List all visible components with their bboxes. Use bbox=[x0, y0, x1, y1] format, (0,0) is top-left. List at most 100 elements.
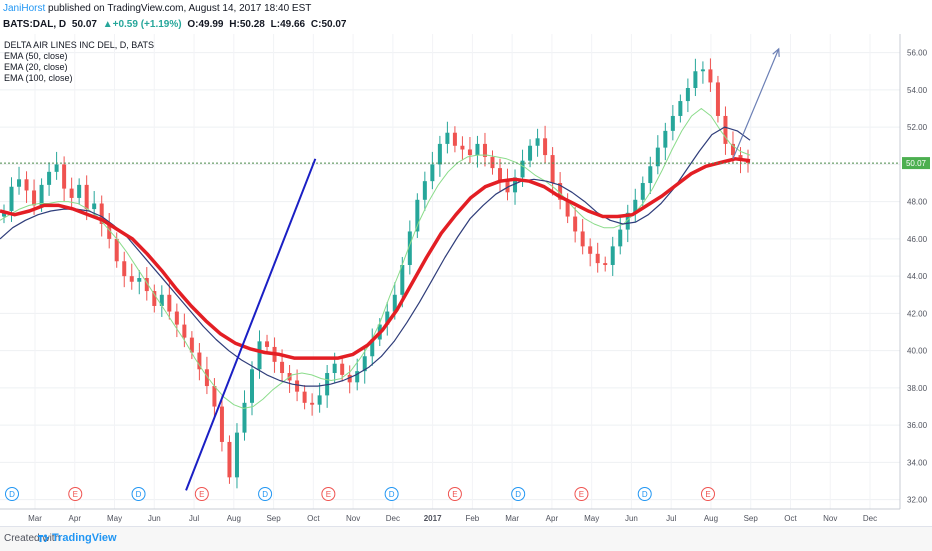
candle-body[interactable] bbox=[265, 341, 270, 347]
candle-body[interactable] bbox=[535, 138, 540, 146]
candle-body[interactable] bbox=[437, 143, 442, 165]
candle-body[interactable] bbox=[114, 238, 119, 262]
candle-body[interactable] bbox=[144, 278, 149, 292]
candle-body[interactable] bbox=[520, 160, 525, 178]
candle-body[interactable] bbox=[528, 145, 533, 161]
candle-body[interactable] bbox=[257, 341, 262, 370]
candle-body[interactable] bbox=[482, 143, 487, 157]
candle-body[interactable] bbox=[234, 432, 239, 478]
ema50-line[interactable] bbox=[0, 126, 751, 387]
price-chart[interactable]: 56.0054.0052.0050.0048.0046.0044.0042.00… bbox=[0, 34, 932, 526]
support-trendline[interactable] bbox=[185, 158, 317, 491]
candle-body[interactable] bbox=[69, 188, 74, 198]
candle-body[interactable] bbox=[400, 264, 405, 295]
candle-body[interactable] bbox=[122, 261, 127, 277]
event-marker[interactable] bbox=[637, 487, 652, 501]
candle-body[interactable] bbox=[84, 184, 89, 210]
candle-body[interactable] bbox=[362, 356, 367, 372]
author-link[interactable]: JaniHorst bbox=[3, 3, 46, 14]
candle-body[interactable] bbox=[618, 229, 623, 247]
candle-body[interactable] bbox=[610, 246, 615, 265]
candle-body[interactable] bbox=[655, 147, 660, 167]
candle-body[interactable] bbox=[498, 168, 502, 182]
tradingview-brand[interactable]: TradingView bbox=[52, 532, 117, 544]
candle-body[interactable] bbox=[129, 276, 134, 282]
candle-body[interactable] bbox=[9, 186, 14, 211]
candle-body[interactable] bbox=[219, 406, 224, 442]
candle-body[interactable] bbox=[227, 441, 232, 478]
candle-body[interactable] bbox=[588, 246, 593, 254]
candle-body[interactable] bbox=[603, 263, 608, 265]
candle-body[interactable] bbox=[385, 311, 390, 325]
event-marker[interactable] bbox=[321, 487, 336, 501]
candle-body[interactable] bbox=[467, 149, 472, 156]
candle-body[interactable] bbox=[445, 132, 450, 144]
candle-body[interactable] bbox=[407, 231, 412, 265]
legend-ema50[interactable]: EMA (50, close) bbox=[4, 51, 68, 61]
candle-body[interactable] bbox=[685, 88, 690, 102]
candle-body[interactable] bbox=[640, 183, 645, 200]
candle-body[interactable] bbox=[430, 164, 435, 182]
event-marker[interactable] bbox=[5, 487, 19, 501]
candle-body[interactable] bbox=[54, 164, 59, 172]
candle-body[interactable] bbox=[565, 199, 570, 217]
event-marker[interactable] bbox=[511, 487, 526, 501]
candle-body[interactable] bbox=[715, 82, 720, 116]
candle-body[interactable] bbox=[92, 203, 97, 210]
candle-body[interactable] bbox=[625, 212, 630, 230]
candle-body[interactable] bbox=[415, 199, 420, 232]
candle-body[interactable] bbox=[317, 395, 322, 405]
candle-body[interactable] bbox=[77, 184, 82, 198]
event-marker[interactable] bbox=[258, 487, 273, 501]
candle-body[interactable] bbox=[182, 324, 187, 338]
candle-body[interactable] bbox=[302, 391, 307, 403]
candle-body[interactable] bbox=[723, 115, 728, 144]
candle-body[interactable] bbox=[452, 132, 457, 146]
candle-body[interactable] bbox=[204, 369, 209, 387]
candle-body[interactable] bbox=[242, 402, 247, 433]
candle-body[interactable] bbox=[730, 143, 735, 156]
candle-body[interactable] bbox=[663, 130, 668, 148]
event-marker[interactable] bbox=[68, 487, 83, 501]
candle-body[interactable] bbox=[107, 224, 112, 239]
event-marker[interactable] bbox=[447, 487, 462, 501]
ema100-line[interactable] bbox=[0, 157, 751, 360]
event-marker[interactable] bbox=[574, 487, 589, 501]
candle-body[interactable] bbox=[392, 294, 397, 312]
candle-body[interactable] bbox=[24, 179, 29, 191]
candle-body[interactable] bbox=[295, 380, 300, 392]
candle-body[interactable] bbox=[693, 71, 698, 89]
event-marker[interactable] bbox=[701, 487, 715, 501]
candle-body[interactable] bbox=[310, 402, 315, 405]
candle-body[interactable] bbox=[47, 171, 52, 185]
candle-body[interactable] bbox=[189, 337, 194, 353]
candle-body[interactable] bbox=[39, 184, 44, 206]
event-marker[interactable] bbox=[131, 487, 146, 501]
candle-body[interactable] bbox=[573, 216, 578, 232]
candle-body[interactable] bbox=[159, 294, 164, 306]
candle-body[interactable] bbox=[32, 190, 37, 206]
candle-body[interactable] bbox=[460, 145, 465, 150]
candle-body[interactable] bbox=[17, 179, 22, 187]
event-marker[interactable] bbox=[194, 487, 209, 501]
candle-body[interactable] bbox=[648, 166, 653, 184]
candle-body[interactable] bbox=[99, 203, 104, 224]
projection-arrow[interactable] bbox=[732, 48, 780, 160]
candle-body[interactable] bbox=[332, 363, 337, 374]
event-marker[interactable] bbox=[384, 487, 399, 501]
ema20-line[interactable] bbox=[0, 108, 751, 409]
candle-body[interactable] bbox=[152, 291, 157, 306]
candle-body[interactable] bbox=[250, 369, 254, 403]
candle-body[interactable] bbox=[167, 294, 172, 312]
candle-body[interactable] bbox=[580, 231, 585, 247]
candle-body[interactable] bbox=[280, 361, 285, 374]
candle-body[interactable] bbox=[513, 177, 518, 193]
candle-body[interactable] bbox=[670, 115, 675, 131]
candle-body[interactable] bbox=[595, 253, 600, 264]
candle-body[interactable] bbox=[355, 371, 360, 383]
legend-ema20[interactable]: EMA (20, close) bbox=[4, 62, 68, 72]
legend-ema100[interactable]: EMA (100, close) bbox=[4, 73, 73, 83]
candle-body[interactable] bbox=[558, 183, 563, 200]
candle-body[interactable] bbox=[174, 311, 179, 325]
candle-body[interactable] bbox=[340, 363, 345, 375]
